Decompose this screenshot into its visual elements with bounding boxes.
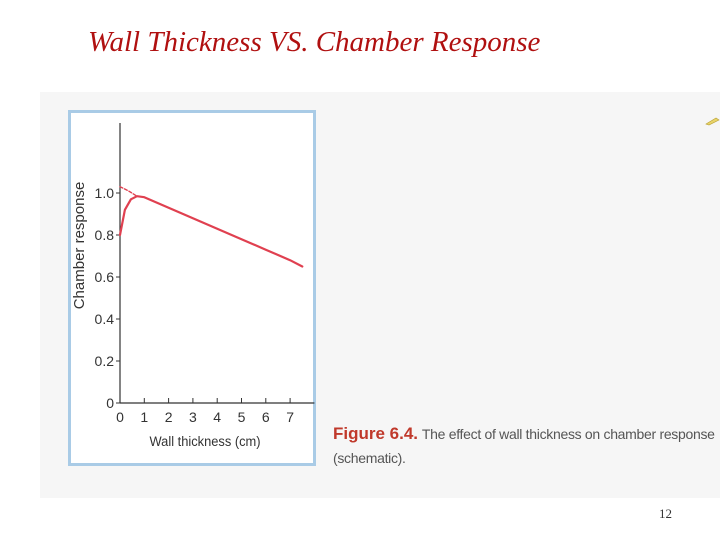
y-tick-label: 0.4 bbox=[95, 311, 115, 327]
x-tick-label: 4 bbox=[213, 409, 221, 425]
page-number: 12 bbox=[659, 506, 672, 521]
x-tick-label: 6 bbox=[262, 409, 270, 425]
x-tick-label: 1 bbox=[140, 409, 148, 425]
chart-ticks: 0 1 2 3 4 5 6 700.20.40.60.81.0 bbox=[95, 185, 295, 425]
figure-caption: Figure 6.4. The effect of wall thickness… bbox=[333, 422, 715, 470]
x-tick-label: 3 bbox=[189, 409, 197, 425]
x-axis-label: Wall thickness (cm) bbox=[150, 434, 261, 450]
x-tick-label: 7 bbox=[286, 409, 294, 425]
caption-text-line1: The effect of wall thickness on chamber … bbox=[421, 426, 715, 442]
x-tick-label: 2 bbox=[165, 409, 173, 425]
y-tick-label: 0.8 bbox=[95, 227, 115, 243]
y-tick-label: 0 bbox=[106, 395, 114, 411]
caption-text-line2: (schematic). bbox=[333, 450, 406, 466]
y-axis-label: Chamber response bbox=[71, 182, 88, 310]
y-tick-label: 0.6 bbox=[95, 269, 115, 285]
y-tick-label: 1.0 bbox=[95, 185, 115, 201]
x-tick-label: 5 bbox=[238, 409, 246, 425]
chart-axes bbox=[119, 123, 315, 404]
x-tick-label: 0 bbox=[116, 409, 124, 425]
response-curve bbox=[118, 195, 304, 268]
chart-panel: 0 1 2 3 4 5 6 7 0 0.2 0.4 0.6 0.8 1.0 Wall thickness … bbox=[68, 110, 316, 466]
dashed-extrapolation-line bbox=[119, 186, 138, 197]
slide-title: Wall Thickness VS. Chamber Response bbox=[88, 26, 541, 58]
pencil-icon bbox=[705, 117, 720, 126]
chart-svg: 0 1 2 3 4 5 6 700.20.40.60.81.0 Wall thickness … bbox=[71, 123, 315, 450]
y-tick-label: 0.2 bbox=[95, 353, 115, 369]
figure-label: Figure 6.4. bbox=[333, 424, 419, 443]
chart-series bbox=[118, 186, 304, 268]
